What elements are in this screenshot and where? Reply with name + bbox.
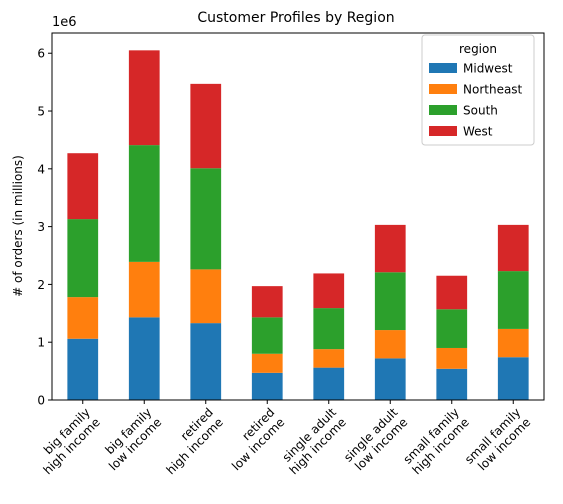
plot-frame <box>51 32 545 401</box>
legend-label-northeast: Northeast <box>463 83 523 97</box>
y-axis-label: # of orders (in millions) <box>11 155 25 297</box>
bar-midwest-5 <box>374 358 406 400</box>
y-tick-label-3: 3 <box>37 220 45 234</box>
bar-northeast-3 <box>251 353 283 373</box>
legend-swatch-west <box>429 126 457 136</box>
y-tick-label-1: 1 <box>37 336 45 350</box>
legend: region Midwest Northeast South West <box>421 34 535 146</box>
bar-south-4 <box>313 308 345 350</box>
bar-south-1 <box>128 145 160 262</box>
y-tick-label-4: 4 <box>37 162 45 176</box>
y-tick-label-0: 0 <box>37 394 45 408</box>
legend-items: Midwest Northeast South West <box>429 62 523 139</box>
y-tick-label-5: 5 <box>37 105 45 119</box>
bar-south-6 <box>436 309 468 348</box>
legend-title: region <box>459 42 497 56</box>
bar-midwest-2 <box>190 323 222 400</box>
x-tick-label-1: big familylow income <box>96 405 164 473</box>
bar-south-7 <box>497 271 529 329</box>
legend-label-west: West <box>463 125 493 139</box>
x-tick-label-6: small familyhigh income <box>400 405 472 477</box>
x-axis: big familyhigh income big familylow incom… <box>31 400 533 477</box>
bar-midwest-4 <box>313 367 345 400</box>
bar-northeast-0 <box>67 297 99 339</box>
bar-west-1 <box>128 50 160 146</box>
legend-label-south: South <box>463 104 498 118</box>
bar-northeast-5 <box>374 330 406 359</box>
bar-south-0 <box>67 219 99 298</box>
y-tick-label-6: 6 <box>37 47 45 61</box>
y-axis-offset-label: 1e6 <box>52 15 77 30</box>
bar-midwest-3 <box>251 372 283 400</box>
legend-label-midwest: Midwest <box>463 62 513 76</box>
x-tick-label-0: big familyhigh income <box>31 405 103 477</box>
legend-swatch-northeast <box>429 84 457 94</box>
x-tick-label-3: retiredlow income <box>219 405 287 473</box>
x-tick-label-2: retiredhigh income <box>154 405 226 477</box>
bar-northeast-4 <box>313 349 345 368</box>
bar-south-5 <box>374 272 406 331</box>
bar-west-6 <box>436 275 468 310</box>
x-tick-label-4: single adulthigh income <box>277 405 349 477</box>
bar-midwest-0 <box>67 338 99 400</box>
legend-swatch-south <box>429 105 457 115</box>
x-tick-label-5: single adultlow income <box>341 405 410 474</box>
bar-northeast-2 <box>190 269 222 324</box>
bar-midwest-1 <box>128 317 160 400</box>
y-axis: 0 1 2 3 4 5 6 <box>37 47 52 408</box>
bar-south-3 <box>251 317 283 354</box>
bar-west-4 <box>313 273 345 309</box>
bar-northeast-1 <box>128 261 160 318</box>
bar-west-7 <box>497 224 529 272</box>
bar-midwest-6 <box>436 368 468 400</box>
x-tick-label-7: small familylow income <box>462 405 533 476</box>
bar-west-3 <box>251 286 283 318</box>
bar-west-5 <box>374 224 406 273</box>
bar-south-2 <box>190 168 222 270</box>
legend-box <box>421 34 535 146</box>
bar-west-2 <box>190 83 222 169</box>
chart-title: Customer Profiles by Region <box>197 10 394 26</box>
y-tick-label-2: 2 <box>37 278 45 292</box>
bar-midwest-7 <box>497 357 529 400</box>
legend-swatch-midwest <box>429 63 457 73</box>
bar-northeast-7 <box>497 328 529 358</box>
bar-west-0 <box>67 153 99 220</box>
bar-northeast-6 <box>436 347 468 369</box>
bars-layer <box>67 50 529 400</box>
